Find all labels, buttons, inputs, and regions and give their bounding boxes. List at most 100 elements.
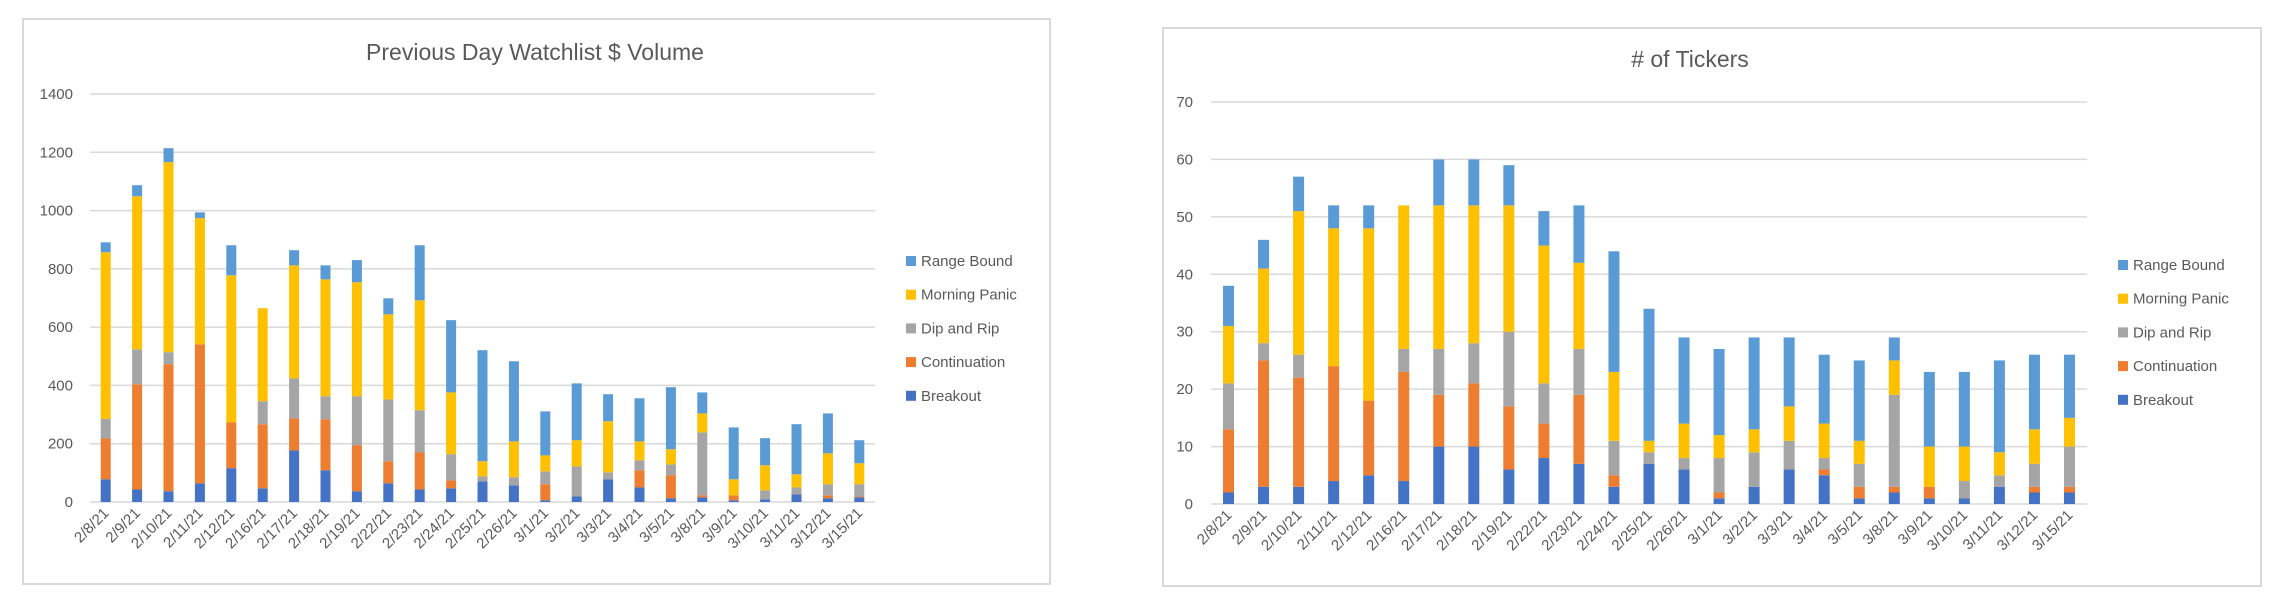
legend-swatch (2118, 327, 2128, 338)
bar-segment-breakout (1503, 469, 1515, 504)
bar-segment-range-bound (634, 398, 645, 442)
bar-segment-morning-panic (1818, 423, 1830, 459)
bar-segment-dip-and-rip (1888, 394, 1900, 487)
y-tick-label: 50 (1176, 209, 1193, 226)
bar-segment-breakout (1678, 469, 1690, 504)
bar-segment-breakout (854, 497, 865, 502)
y-axis-ticks: 0 200 400 600 800 1000 1200 1400 (40, 86, 73, 511)
bar-segment-morning-panic (414, 300, 425, 411)
bar-segment-range-bound (697, 392, 708, 414)
bar-segment-dip-and-rip (1433, 348, 1445, 395)
bar-segment-breakout (2028, 492, 2040, 504)
bar-segment-range-bound (603, 394, 614, 422)
legend-label: Dip and Rip (921, 320, 999, 337)
bar-segment-continuation (1398, 371, 1410, 482)
bar-segment-breakout (791, 494, 802, 502)
bar-segment-dip-and-rip (1468, 343, 1480, 384)
bar-segment-morning-panic (571, 440, 582, 467)
bar-segment-dip-and-rip (854, 484, 865, 497)
bar-segment-morning-panic (383, 314, 394, 400)
bar-segment-continuation (1433, 394, 1445, 447)
bar-segment-breakout (226, 468, 237, 502)
bar-segment-breakout (1573, 463, 1585, 504)
bar-segment-continuation (1573, 394, 1585, 464)
bar-segment-range-bound (414, 245, 425, 301)
bar-segment-range-bound (1678, 337, 1690, 424)
bar-segment-range-bound (194, 212, 205, 219)
y-tick-label: 400 (48, 377, 73, 394)
bar-segment-continuation (2063, 486, 2075, 493)
bar-segment-dip-and-rip (1293, 354, 1305, 378)
y-axis-ticks: 0 10 20 30 40 50 60 70 (1176, 94, 1193, 513)
bar-segment-range-bound (1223, 285, 1235, 326)
bar-segment-breakout (822, 498, 833, 502)
bar-segment-dip-and-rip (163, 352, 174, 365)
bar-segment-breakout (760, 499, 771, 502)
y-tick-label: 600 (48, 319, 73, 336)
bar-segment-range-bound (351, 260, 362, 283)
bar-segment-breakout (163, 491, 174, 502)
legend-item: Morning Panic (906, 287, 1017, 304)
bar-segment-continuation (1363, 400, 1375, 476)
bar-segment-dip-and-rip (477, 476, 488, 482)
bar-segment-range-bound (2063, 354, 2075, 418)
bar-segment-morning-panic (1573, 262, 1585, 349)
bar-segment-morning-panic (1713, 435, 1725, 459)
bar-segment-breakout (132, 489, 143, 502)
bar-segment-dip-and-rip (1223, 383, 1235, 430)
bar-segment-continuation (383, 461, 394, 484)
bar-segment-breakout (540, 500, 551, 502)
bar-segment-range-bound (1293, 176, 1305, 212)
bar-segment-dip-and-rip (1573, 348, 1585, 395)
bar-segment-morning-panic (1853, 440, 1865, 464)
bar-segment-dip-and-rip (2063, 446, 2075, 487)
bar-segment-morning-panic (728, 479, 739, 496)
bar-segment-morning-panic (791, 474, 802, 488)
chart-frame (1162, 27, 2262, 587)
bar-segment-breakout (351, 491, 362, 502)
legend-swatch (906, 390, 916, 401)
bar-segment-range-bound (508, 361, 519, 442)
bar-segment-continuation (194, 344, 205, 484)
bar-segment-dip-and-rip (697, 432, 708, 496)
bar-segment-dip-and-rip (1853, 463, 1865, 487)
legend-label: Morning Panic (921, 287, 1017, 304)
y-tick-label: 0 (1185, 496, 1193, 513)
bar-segment-range-bound (1643, 308, 1655, 441)
bar-segment-continuation (1713, 492, 1725, 499)
chart-title: # of Tickers (1631, 46, 1749, 72)
legend-item: Breakout (2118, 392, 2194, 409)
bar-segment-breakout (414, 489, 425, 502)
bar-segment-breakout (1853, 498, 1865, 504)
legend-swatch (2118, 394, 2128, 405)
bar-segment-continuation (226, 422, 237, 469)
bar-segment-breakout (1818, 475, 1830, 504)
bar-segment-breakout (697, 497, 708, 502)
bar-segment-dip-and-rip (1258, 343, 1270, 361)
bar-segment-morning-panic (540, 455, 551, 472)
bar-segment-breakout (1888, 492, 1900, 504)
y-tick-label: 1400 (40, 86, 73, 103)
bar-segment-breakout (383, 483, 394, 502)
bar-segment-dip-and-rip (1503, 331, 1515, 407)
y-tick-label: 1200 (40, 144, 73, 161)
bar-segment-morning-panic (1958, 446, 1970, 482)
volume-chart: Previous Day Watchlist $ Volume 0 200 400 6… (22, 18, 1051, 585)
bar-segment-dip-and-rip (571, 466, 582, 497)
bar-segment-range-bound (226, 245, 237, 276)
bar-segment-continuation (1538, 423, 1550, 459)
legend-label: Breakout (921, 388, 982, 405)
y-tick-label: 0 (65, 494, 73, 511)
legend-swatch (2118, 293, 2128, 304)
bar-segment-morning-panic (1293, 211, 1305, 355)
bar-segment-range-bound (822, 413, 833, 454)
legend-item: Dip and Rip (2118, 324, 2211, 341)
bar-segment-breakout (603, 479, 614, 502)
bar-segment-dip-and-rip (508, 477, 519, 486)
bar-segment-continuation (697, 495, 708, 498)
bar-segment-dip-and-rip (791, 487, 802, 495)
bar-segment-breakout (1748, 486, 1760, 504)
y-tick-label: 200 (48, 436, 73, 453)
bar-segment-morning-panic (1398, 205, 1410, 349)
